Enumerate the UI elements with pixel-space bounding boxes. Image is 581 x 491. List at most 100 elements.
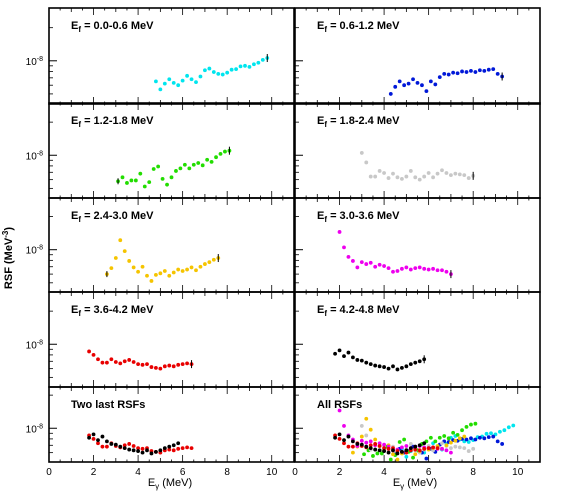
data-point (351, 450, 355, 455)
data-point (180, 78, 185, 83)
data-point (342, 438, 346, 443)
data-point (109, 266, 114, 271)
data-point (368, 439, 373, 444)
data-point (371, 454, 375, 458)
data-point (442, 434, 447, 438)
data-point (408, 362, 413, 367)
data-point (87, 349, 91, 354)
data-point (477, 68, 482, 73)
data-point (391, 269, 395, 274)
data-point (502, 428, 507, 433)
data-point (174, 169, 178, 173)
data-point (368, 174, 373, 179)
data-point (171, 364, 176, 369)
x-tick-label: 8 (224, 467, 230, 478)
data-point (256, 60, 261, 65)
data-point (437, 75, 442, 80)
panel-p10: 0 2 4 6 8 10 All RSFs (292, 386, 541, 478)
data-point (457, 172, 462, 177)
data-point (404, 444, 409, 448)
data-point (145, 362, 149, 367)
data-point (122, 249, 127, 254)
data-point (359, 358, 364, 363)
data-point (426, 171, 431, 175)
data-point (194, 268, 198, 273)
panel-p3: 10-8 Ef = 1.2-1.8 MeV (26, 102, 295, 199)
data-point (125, 181, 129, 185)
data-point (411, 455, 415, 460)
data-point (386, 176, 391, 180)
data-point (400, 266, 404, 271)
series-4.2-4.8 (87, 432, 181, 456)
data-point (122, 446, 127, 451)
data-point (214, 155, 218, 160)
data-point (395, 367, 400, 372)
series-0.6-1.2 (388, 67, 505, 96)
data-point (397, 440, 402, 444)
data-point (362, 452, 366, 457)
panel-p7: 10-8 Ef = 3.6-4.2 MeV (26, 291, 295, 388)
data-point (402, 83, 407, 88)
data-point (140, 450, 145, 455)
data-point (377, 448, 382, 453)
panel-label: Ef = 3.6-4.2 MeV (71, 304, 154, 318)
data-point (368, 443, 373, 448)
data-point (109, 442, 114, 446)
data-point (440, 168, 444, 173)
data-point (185, 361, 189, 366)
data-point (176, 267, 181, 272)
x-tick-label: 6 (426, 467, 432, 478)
data-point (359, 438, 364, 443)
x-tick-label: 2 (91, 467, 97, 478)
data-point (391, 171, 395, 176)
data-point (118, 361, 123, 366)
data-point (364, 416, 369, 421)
panel-label: Ef = 2.4-3.0 MeV (71, 210, 154, 224)
x-tick-label: 4 (381, 467, 387, 478)
data-point (147, 180, 152, 185)
data-point (375, 451, 380, 456)
data-point (433, 439, 438, 444)
data-point (460, 69, 464, 74)
data-point (189, 77, 194, 82)
data-point (223, 149, 227, 154)
data-point (158, 366, 163, 371)
data-point (149, 279, 154, 283)
series-3.0-3.6 (337, 230, 453, 279)
data-point (491, 434, 496, 439)
data-point (373, 437, 378, 442)
data-point (417, 177, 422, 182)
data-point (127, 358, 132, 362)
data-point (368, 446, 373, 451)
data-point (453, 444, 458, 449)
data-point (364, 360, 369, 365)
data-point (404, 174, 409, 179)
data-point (469, 436, 473, 441)
data-point (495, 439, 500, 444)
data-point (395, 269, 400, 273)
y-tick-label: 10-8 (26, 339, 43, 351)
data-point (466, 440, 471, 444)
data-point (154, 449, 158, 454)
data-point (176, 83, 181, 88)
data-point (180, 362, 185, 367)
data-point (417, 443, 422, 448)
data-point (444, 443, 449, 448)
data-point (437, 435, 442, 440)
data-point (333, 351, 337, 356)
data-point (122, 443, 127, 448)
data-point (446, 72, 451, 77)
series-4.2-4.8 (333, 348, 427, 372)
panel-p4: Ef = 1.8-2.4 MeV (294, 102, 541, 199)
x-tick-label: 2 (337, 467, 343, 478)
data-point (422, 174, 427, 179)
data-point (136, 362, 140, 367)
data-point (391, 452, 395, 457)
data-point (413, 175, 418, 180)
data-point (449, 446, 453, 451)
data-point (351, 439, 355, 444)
data-point (229, 67, 234, 72)
data-point (451, 70, 456, 75)
panel-p1: 10-8 Ef = 0.0-0.6 MeV (26, 7, 295, 105)
data-point (355, 358, 360, 362)
